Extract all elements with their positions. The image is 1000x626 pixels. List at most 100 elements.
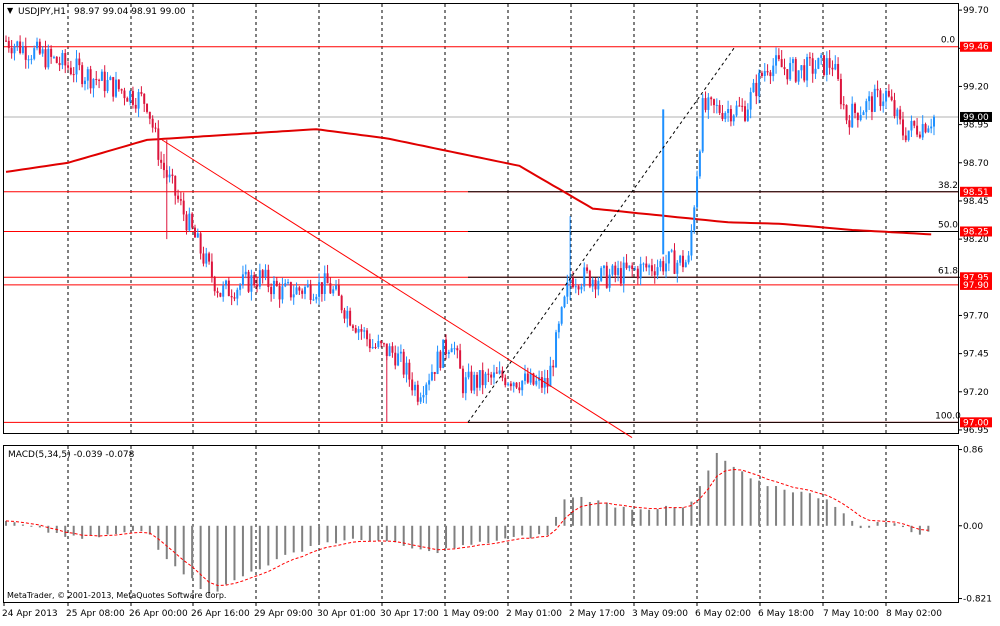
candle xyxy=(588,269,591,289)
macd-bar xyxy=(588,501,591,526)
candle xyxy=(148,111,151,125)
candle-body xyxy=(712,99,715,106)
candle xyxy=(608,268,611,292)
candle xyxy=(825,51,828,82)
candle-body xyxy=(851,103,854,128)
candle-body xyxy=(557,323,560,333)
candle-body xyxy=(171,174,174,176)
candle xyxy=(724,111,727,123)
candle-body xyxy=(600,268,603,281)
candle xyxy=(33,45,36,61)
candle xyxy=(470,365,473,394)
candle xyxy=(478,370,481,391)
time-tick-label: 3 May 09:00 xyxy=(632,609,688,619)
candle xyxy=(425,382,428,404)
candle-body xyxy=(366,330,369,340)
candle-body xyxy=(910,120,913,131)
candle-body xyxy=(481,370,484,386)
candle xyxy=(86,66,89,90)
macd-bar xyxy=(275,525,278,560)
candle xyxy=(904,127,907,143)
candle-body xyxy=(921,124,924,138)
candle xyxy=(329,277,332,294)
macd-bar xyxy=(927,525,930,532)
candle xyxy=(146,103,149,114)
candle-body xyxy=(918,134,921,138)
candle-body xyxy=(162,162,165,171)
candle xyxy=(817,57,820,70)
candle xyxy=(741,98,744,112)
candle-body xyxy=(588,270,591,287)
trendlines[interactable] xyxy=(161,46,736,439)
candle-body xyxy=(487,373,490,375)
candle xyxy=(453,341,456,355)
time-tick-label: 7 May 10:00 xyxy=(823,609,879,619)
candle xyxy=(363,327,366,339)
price-tick-label: 98.70 xyxy=(963,159,989,169)
candle xyxy=(202,246,205,267)
candle-body xyxy=(619,268,622,284)
candle xyxy=(760,70,763,79)
time-tick-label: 6 May 02:00 xyxy=(695,609,751,619)
candle-body xyxy=(38,41,41,54)
candle xyxy=(185,211,188,235)
candle xyxy=(653,264,656,284)
candle xyxy=(800,65,803,79)
candle-body xyxy=(811,58,814,74)
candle-body xyxy=(61,53,64,66)
price-tag-bg xyxy=(960,279,992,290)
collapse-arrow-icon[interactable]: ▼ xyxy=(7,6,14,15)
candle xyxy=(326,264,329,284)
candle-body xyxy=(75,58,78,75)
candle xyxy=(112,76,115,102)
macd-bar xyxy=(115,525,118,535)
macd-bar xyxy=(394,525,397,543)
macd-bar xyxy=(225,525,228,585)
macd-bar xyxy=(106,525,109,535)
candle-body xyxy=(602,265,605,269)
candle-body xyxy=(555,332,558,368)
candle-body xyxy=(873,88,876,112)
candle-body xyxy=(95,78,98,80)
candle-body xyxy=(320,282,323,294)
candle xyxy=(901,111,904,141)
macd-bar xyxy=(707,470,710,526)
candle xyxy=(512,381,515,393)
price-tick-label: 99.70 xyxy=(963,6,989,16)
candle xyxy=(744,100,747,123)
candle xyxy=(913,120,916,129)
candle-body xyxy=(253,275,256,285)
candle-body xyxy=(267,269,270,288)
candle-body xyxy=(512,382,515,387)
candle-body xyxy=(244,271,247,275)
candle-body xyxy=(501,370,504,378)
candle-body xyxy=(540,377,543,388)
candle-body xyxy=(492,372,495,378)
candle xyxy=(515,382,518,389)
candle-body xyxy=(529,373,532,383)
candle-body xyxy=(129,91,132,102)
candle xyxy=(681,250,684,273)
price-tick-label: 96.95 xyxy=(963,426,989,436)
candle-body xyxy=(33,48,36,59)
macd-bar xyxy=(690,501,693,526)
candle xyxy=(557,321,560,339)
candle xyxy=(171,168,174,184)
time-tick-label: 30 Apr 17:00 xyxy=(380,609,439,619)
candle xyxy=(487,368,490,383)
candle xyxy=(368,333,371,353)
candle-body xyxy=(399,351,402,354)
candle-body xyxy=(137,92,140,109)
macd-bar xyxy=(910,525,913,533)
macd-bar xyxy=(614,507,617,526)
candle-body xyxy=(298,287,301,291)
candle-body xyxy=(498,370,501,374)
fib-level-label: 50.0 xyxy=(938,220,958,230)
candle xyxy=(213,275,216,296)
candle-body xyxy=(58,62,61,66)
candle-body xyxy=(591,279,594,287)
macd-bar xyxy=(901,525,904,528)
macd-bar xyxy=(89,525,92,536)
